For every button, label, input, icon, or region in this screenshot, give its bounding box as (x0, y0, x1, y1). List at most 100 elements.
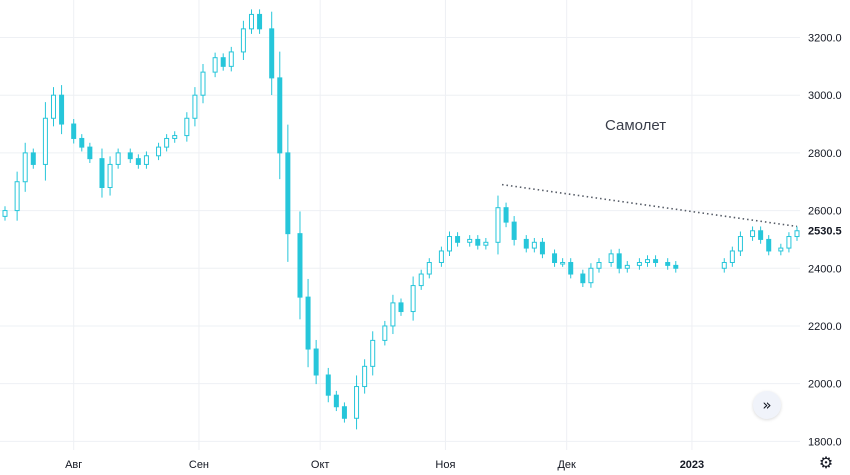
candle-body[interactable] (156, 146, 162, 157)
candle-body[interactable] (143, 155, 149, 165)
candle-body[interactable] (285, 152, 291, 235)
candle-body[interactable] (164, 137, 170, 148)
x-tick-label: Дек (557, 459, 576, 471)
candle-body[interactable] (200, 71, 206, 96)
candle-body[interactable] (135, 158, 141, 165)
candle-body[interactable] (503, 207, 509, 223)
settings-button[interactable]: ⚙ (817, 454, 835, 472)
candle-body[interactable] (758, 230, 764, 240)
candle-body[interactable] (192, 94, 198, 119)
last-price-label: 2530.5 (808, 226, 842, 238)
candle-body[interactable] (240, 28, 246, 53)
y-tick-label: 3200.0 (808, 33, 842, 45)
candle-body[interactable] (475, 238, 481, 246)
candle-body[interactable] (483, 241, 489, 246)
candle-body[interactable] (59, 94, 65, 125)
candle-body[interactable] (30, 152, 36, 165)
candle-body[interactable] (305, 296, 311, 350)
candle-body[interactable] (737, 236, 743, 252)
candle-body[interactable] (750, 230, 756, 238)
y-tick-label: 2800.0 (808, 148, 842, 160)
candle-body[interactable] (729, 250, 735, 263)
candle-body[interactable] (560, 262, 566, 265)
candle-body[interactable] (636, 262, 642, 266)
candle-body[interactable] (596, 262, 602, 269)
candle-body[interactable] (257, 13, 263, 30)
candle-body[interactable] (624, 264, 630, 269)
candle-body[interactable] (523, 238, 529, 249)
candle-body[interactable] (467, 238, 473, 243)
candle-body[interactable] (390, 302, 396, 327)
trendline[interactable] (501, 183, 798, 228)
chart-title: Самолет (605, 117, 666, 134)
candle-body[interactable] (438, 250, 444, 263)
candle-body[interactable] (228, 51, 234, 67)
candle-body[interactable] (721, 262, 727, 269)
candle-body[interactable] (354, 386, 360, 419)
candle-body[interactable] (22, 152, 28, 183)
candle-body[interactable] (87, 146, 93, 160)
candle-body[interactable] (269, 28, 275, 79)
gear-icon: ⚙ (818, 453, 834, 472)
scroll-to-latest-button[interactable]: » (753, 391, 781, 419)
candle-body[interactable] (325, 374, 331, 396)
candle-body[interactable] (665, 262, 671, 266)
x-tick-label: Сен (189, 459, 209, 471)
candle-body[interactable] (588, 267, 594, 284)
candle-body[interactable] (616, 253, 622, 269)
candle-body[interactable] (50, 94, 56, 119)
candle-body[interactable] (539, 241, 545, 255)
candle-body[interactable] (212, 57, 218, 73)
candle-body[interactable] (184, 117, 190, 137)
candle-body[interactable] (71, 123, 77, 139)
candle-body[interactable] (786, 236, 792, 249)
candle-body[interactable] (568, 262, 574, 275)
x-tick-label: Ноя (435, 459, 455, 471)
candle-body[interactable] (277, 77, 283, 154)
candle-body[interactable] (426, 262, 432, 275)
candle-body[interactable] (2, 210, 8, 217)
candle-body[interactable] (248, 13, 254, 30)
candle-body[interactable] (14, 181, 20, 212)
candle-body[interactable] (495, 207, 501, 243)
candle-body[interactable] (398, 302, 404, 313)
candle-body[interactable] (644, 259, 650, 264)
candle-body[interactable] (418, 273, 424, 287)
candle-body[interactable] (127, 152, 133, 160)
candle-body[interactable] (511, 221, 517, 240)
candle-body[interactable] (370, 339, 376, 367)
candle-body[interactable] (99, 158, 105, 188)
candle-body[interactable] (313, 348, 319, 376)
candle-body[interactable] (778, 247, 784, 252)
candle-body[interactable] (410, 285, 416, 313)
candle-body[interactable] (608, 253, 614, 264)
x-tick-label: Окт (311, 459, 330, 471)
y-tick-label: 3000.0 (808, 90, 842, 102)
candle-body[interactable] (220, 57, 226, 67)
candle-body[interactable] (673, 264, 679, 269)
candle-body[interactable] (42, 117, 48, 165)
candle-body[interactable] (382, 325, 388, 341)
candles-layer[interactable] (2, 9, 800, 430)
double-chevron-right-icon: » (762, 396, 772, 414)
x-tick-label: Авг (65, 459, 82, 471)
y-tick-label: 2400.0 (808, 263, 842, 275)
candle-body[interactable] (794, 230, 800, 238)
candle-body[interactable] (79, 137, 85, 148)
candle-body[interactable] (653, 259, 659, 264)
candle-body[interactable] (115, 152, 121, 165)
trendline-layer (501, 183, 798, 228)
candle-body[interactable] (531, 241, 537, 249)
candle-body[interactable] (297, 233, 303, 298)
candle-body[interactable] (333, 394, 339, 408)
y-tick-label: 1800.0 (808, 436, 842, 448)
candle-body[interactable] (172, 135, 178, 139)
candle-body[interactable] (766, 238, 772, 252)
candle-body[interactable] (107, 163, 113, 189)
candle-body[interactable] (362, 365, 368, 388)
candle-body[interactable] (446, 236, 452, 252)
candle-body[interactable] (341, 406, 347, 419)
candle-body[interactable] (552, 253, 558, 264)
candle-body[interactable] (455, 236, 461, 243)
candle-body[interactable] (580, 273, 586, 284)
